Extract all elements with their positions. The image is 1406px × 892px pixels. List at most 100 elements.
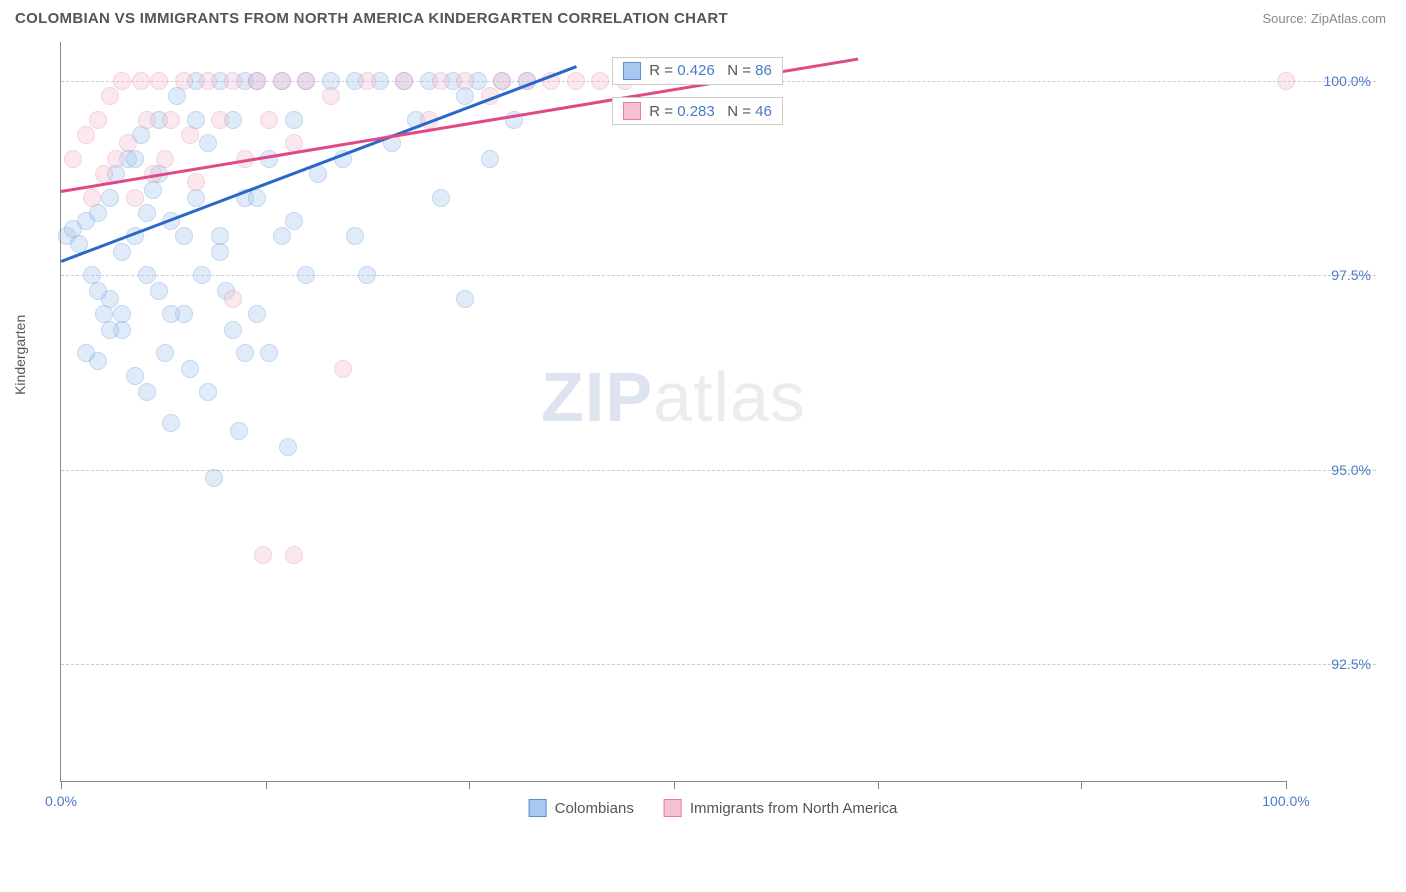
scatter-point [273, 72, 291, 90]
x-tick [1286, 781, 1287, 789]
scatter-point [162, 111, 180, 129]
scatter-point [101, 321, 119, 339]
legend-swatch [623, 62, 641, 80]
scatter-point [187, 189, 205, 207]
scatter-point [236, 344, 254, 362]
scatter-point [285, 546, 303, 564]
scatter-point [89, 111, 107, 129]
scatter-point [77, 126, 95, 144]
scatter-point [297, 266, 315, 284]
x-tick [1081, 781, 1082, 789]
scatter-point [168, 87, 186, 105]
scatter-point [285, 111, 303, 129]
scatter-point [224, 321, 242, 339]
scatter-point [162, 305, 180, 323]
scatter-point [456, 290, 474, 308]
scatter-point [126, 189, 144, 207]
correlation-legend: R = 0.283 N = 46 [612, 97, 783, 125]
scatter-point [144, 181, 162, 199]
x-tick [469, 781, 470, 789]
scatter-point [199, 134, 217, 152]
scatter-point [260, 344, 278, 362]
correlation-legend: R = 0.426 N = 86 [612, 57, 783, 85]
legend-stats: R = 0.283 N = 46 [649, 103, 772, 120]
scatter-point [113, 72, 131, 90]
y-axis-label: Kindergarten [12, 315, 28, 395]
scatter-point [260, 111, 278, 129]
scatter-point [297, 72, 315, 90]
scatter-point [432, 189, 450, 207]
scatter-point [187, 173, 205, 191]
scatter-point [126, 150, 144, 168]
legend-swatch [664, 799, 682, 817]
chart-container: Kindergarten ZIPatlas 92.5%95.0%97.5%100… [50, 32, 1376, 822]
chart-title: COLOMBIAN VS IMMIGRANTS FROM NORTH AMERI… [15, 10, 728, 27]
scatter-point [1277, 72, 1295, 90]
scatter-point [224, 290, 242, 308]
scatter-point [456, 87, 474, 105]
scatter-point [156, 344, 174, 362]
scatter-point [113, 305, 131, 323]
scatter-point [119, 134, 137, 152]
scatter-point [248, 189, 266, 207]
y-tick-label: 92.5% [1331, 656, 1371, 672]
legend-label: Immigrants from North America [690, 800, 898, 817]
scatter-point [211, 111, 229, 129]
scatter-point [254, 546, 272, 564]
scatter-point [230, 422, 248, 440]
plot-area: ZIPatlas 92.5%95.0%97.5%100.0%0.0%100.0%… [60, 42, 1286, 782]
legend-item: Immigrants from North America [664, 799, 898, 817]
scatter-point [175, 227, 193, 245]
scatter-point [334, 360, 352, 378]
scatter-point [248, 72, 266, 90]
scatter-point [181, 126, 199, 144]
gridline [61, 275, 1376, 276]
scatter-point [567, 72, 585, 90]
gridline [61, 664, 1376, 665]
x-tick [674, 781, 675, 789]
scatter-point [199, 72, 217, 90]
scatter-point [132, 72, 150, 90]
scatter-point [248, 305, 266, 323]
x-tick [878, 781, 879, 789]
chart-source: Source: ZipAtlas.com [1262, 11, 1386, 26]
scatter-point [89, 282, 107, 300]
scatter-point [77, 344, 95, 362]
x-tick [266, 781, 267, 789]
scatter-point [101, 87, 119, 105]
y-tick-label: 100.0% [1324, 73, 1371, 89]
scatter-point [113, 243, 131, 261]
x-tick [61, 781, 62, 789]
scatter-point [107, 150, 125, 168]
scatter-point [138, 111, 156, 129]
scatter-point [205, 469, 223, 487]
scatter-point [285, 212, 303, 230]
scatter-point [346, 227, 364, 245]
scatter-point [181, 360, 199, 378]
legend-item: Colombians [529, 799, 634, 817]
scatter-point [193, 266, 211, 284]
scatter-point [64, 150, 82, 168]
x-tick-label: 100.0% [1262, 793, 1309, 809]
scatter-point [322, 87, 340, 105]
legend-stats: R = 0.426 N = 86 [649, 62, 772, 79]
scatter-point [83, 189, 101, 207]
chart-header: COLOMBIAN VS IMMIGRANTS FROM NORTH AMERI… [0, 0, 1406, 32]
scatter-point [138, 383, 156, 401]
scatter-point [456, 72, 474, 90]
scatter-point [591, 72, 609, 90]
scatter-point [493, 72, 511, 90]
scatter-point [395, 72, 413, 90]
scatter-point [150, 282, 168, 300]
x-tick-label: 0.0% [45, 793, 77, 809]
scatter-point [199, 383, 217, 401]
scatter-point [481, 150, 499, 168]
gridline [61, 470, 1376, 471]
scatter-point [95, 165, 113, 183]
scatter-point [358, 266, 376, 284]
y-tick-label: 97.5% [1331, 267, 1371, 283]
scatter-point [101, 189, 119, 207]
watermark: ZIPatlas [541, 357, 806, 437]
scatter-point [279, 438, 297, 456]
y-tick-label: 95.0% [1331, 462, 1371, 478]
